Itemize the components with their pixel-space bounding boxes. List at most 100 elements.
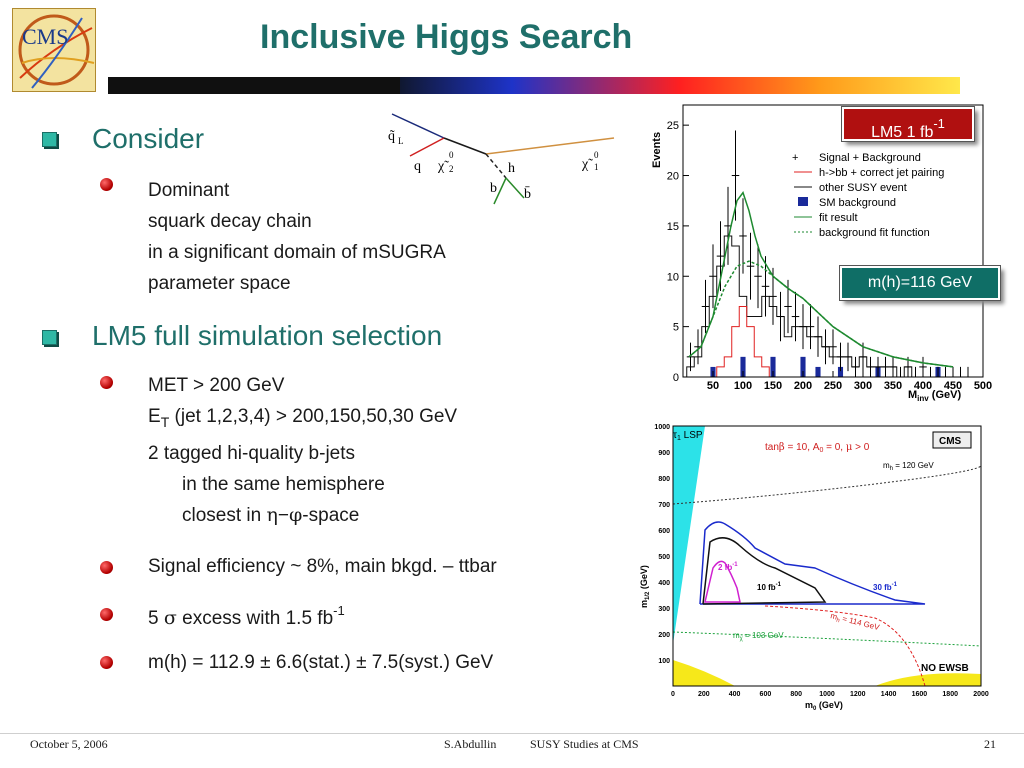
footer-divider [0, 733, 1024, 734]
square-bullet-icon [42, 330, 57, 345]
selection-line: MET > 200 GeV [148, 375, 285, 396]
consider-line: parameter space [148, 273, 291, 294]
reach-x-tick-label: 600 [760, 691, 772, 698]
plot-frame [682, 104, 984, 378]
lsp-label: τ1 LSP [673, 430, 703, 442]
square-bullet-icon [42, 132, 57, 147]
round-bullet-icon [100, 656, 113, 669]
mh120-label: mh = 120 GeV [883, 461, 934, 472]
selection-line: 2 tagged hi-quality b-jets [148, 443, 356, 464]
legend-other: other SUSY event [819, 182, 907, 194]
x-tick-label: 200 [794, 380, 812, 392]
y-tick-label: 5 [673, 322, 679, 334]
excess-text: 5 σ excess with 1.5 fb-1 [148, 603, 345, 629]
model-params: tanβ = 10, A0 = 0, μ > 0 [765, 442, 870, 454]
reach-y-tick-label: 100 [658, 658, 670, 665]
y-tick-label: 20 [667, 171, 679, 183]
diagram-label: 0 [449, 150, 454, 160]
reach-x-tick-label: 1800 [942, 691, 958, 698]
reach-frame [672, 425, 982, 687]
round-bullet-icon [100, 178, 113, 191]
reach-x-tick-label: 800 [790, 691, 802, 698]
footer-talk: SUSY Studies at CMS [530, 737, 639, 751]
reach-x-label: m0 (GeV) [805, 700, 843, 712]
sm-background-bar [800, 356, 806, 377]
selection-line-eta-phi: closest in η−φ-space [182, 504, 360, 526]
diagram-label: 2 [449, 164, 454, 174]
y-tick-label: 25 [667, 120, 679, 132]
diagram-label: 0 [594, 150, 599, 160]
label-2fb: 2 fb-1 [718, 562, 738, 572]
chargino-contour [672, 631, 982, 647]
mass-histogram-chart: 50 100 150 200 250 300 350 400 450 5000510152025 … [620, 100, 1015, 405]
reach-y-tick-label: 1000 [654, 424, 670, 431]
label-10fb: 10 fb-1 [757, 582, 782, 592]
x-tick-label: 500 [974, 380, 992, 392]
legend-fit: fit result [819, 212, 858, 224]
footer-date: October 5, 2006 [30, 737, 108, 751]
lsp-region [673, 426, 705, 644]
x-tick-label: 300 [854, 380, 872, 392]
chargino-label: mχ = 103 GeV [733, 631, 784, 642]
mass-result-text: m(h) = 112.9 ± 6.6(stat.) ± 7.5(syst.) G… [148, 652, 494, 673]
y-tick-label: 10 [667, 271, 679, 283]
x-tick-label: 100 [734, 380, 752, 392]
y-tick-label: 0 [673, 372, 679, 384]
diagram-label: q̃ [388, 129, 395, 144]
title-rule [108, 77, 408, 94]
reach-axes: 0 200 400 600 800 1000 1200 1400 1600 1800 2000 100… [654, 424, 988, 698]
reach-x-tick-label: 1400 [881, 691, 897, 698]
reach-x-tick-label: 400 [729, 691, 741, 698]
x-tick-label: 250 [824, 380, 842, 392]
consider-item: Dominant squark decay chain in a signifi… [148, 175, 446, 299]
legend-bkg: background fit function [819, 227, 930, 239]
y-axis-label: Events [651, 132, 663, 168]
background-fit-curve [688, 260, 954, 368]
reach-x-tick-label: 200 [698, 691, 710, 698]
reach-y-tick-label: 300 [658, 606, 670, 613]
reach-x-tick-label: 2000 [973, 691, 989, 698]
legend-sm: SM background [819, 197, 896, 209]
sm-background-bar [770, 356, 776, 377]
selection-line: in the same hemisphere [182, 474, 385, 495]
diagram-label: 1 [594, 162, 599, 172]
mh114-contour [764, 605, 926, 687]
x-tick-label: 150 [764, 380, 782, 392]
selection-item: MET > 200 GeV ET (jet 1,2,3,4) > 200,150… [148, 370, 457, 531]
x-axis-label: Minv (GeV) [908, 389, 961, 403]
mh120-contour [672, 465, 982, 505]
reach-x-tick-label: 0 [671, 691, 675, 698]
decay-diagram: q̃ L q χ̃ 0 2 h b b̄ χ̃ 0 1 [388, 113, 615, 205]
diagram-label: L [398, 136, 404, 146]
selection-line-et: ET (jet 1,2,3,4) > 200,150,50,30 GeV [148, 406, 458, 430]
reach-y-tick-label: 800 [658, 476, 670, 483]
consider-line: in a significant domain of mSUGRA [148, 242, 446, 263]
reach-y-tick-label: 200 [658, 632, 670, 639]
heading-consider: Consider [92, 123, 205, 154]
ewsb-region-left [673, 660, 735, 686]
reach-y-label: m1/2 (GeV) [639, 565, 651, 608]
ewsb-region-right [875, 673, 981, 686]
higgs-mass-badge: m(h)=116 GeV [839, 265, 1001, 301]
round-bullet-icon [100, 608, 113, 621]
round-bullet-icon [100, 561, 113, 574]
label-30fb: 30 fb-1 [873, 582, 898, 592]
logo-text: CMS [22, 24, 68, 49]
diagram-label: b̄ [524, 186, 531, 202]
diagram-label: χ̃ [581, 157, 593, 172]
round-bullet-icon [100, 376, 113, 389]
y-tick-label: 15 [667, 221, 679, 233]
diagram-label: h [508, 161, 515, 176]
footer-author: S.Abdullin [444, 737, 497, 751]
x-tick-label: 450 [944, 380, 962, 392]
sm-background-bar [815, 366, 821, 377]
legend-marker: + [792, 152, 798, 164]
diagram-label: q [414, 159, 421, 174]
efficiency-text: Signal efficiency ~ 8%, main bkgd. – ttb… [148, 556, 497, 577]
heading-selection: LM5 full simulation selection [92, 320, 443, 351]
no-ewsb-label: NO EWSB [921, 663, 969, 674]
reach-2fb [704, 560, 741, 603]
chart-legend: + Signal + Background h->bb + correct je… [792, 152, 944, 239]
x-tick-label: 400 [914, 380, 932, 392]
legend-swatch-sm [798, 197, 808, 206]
